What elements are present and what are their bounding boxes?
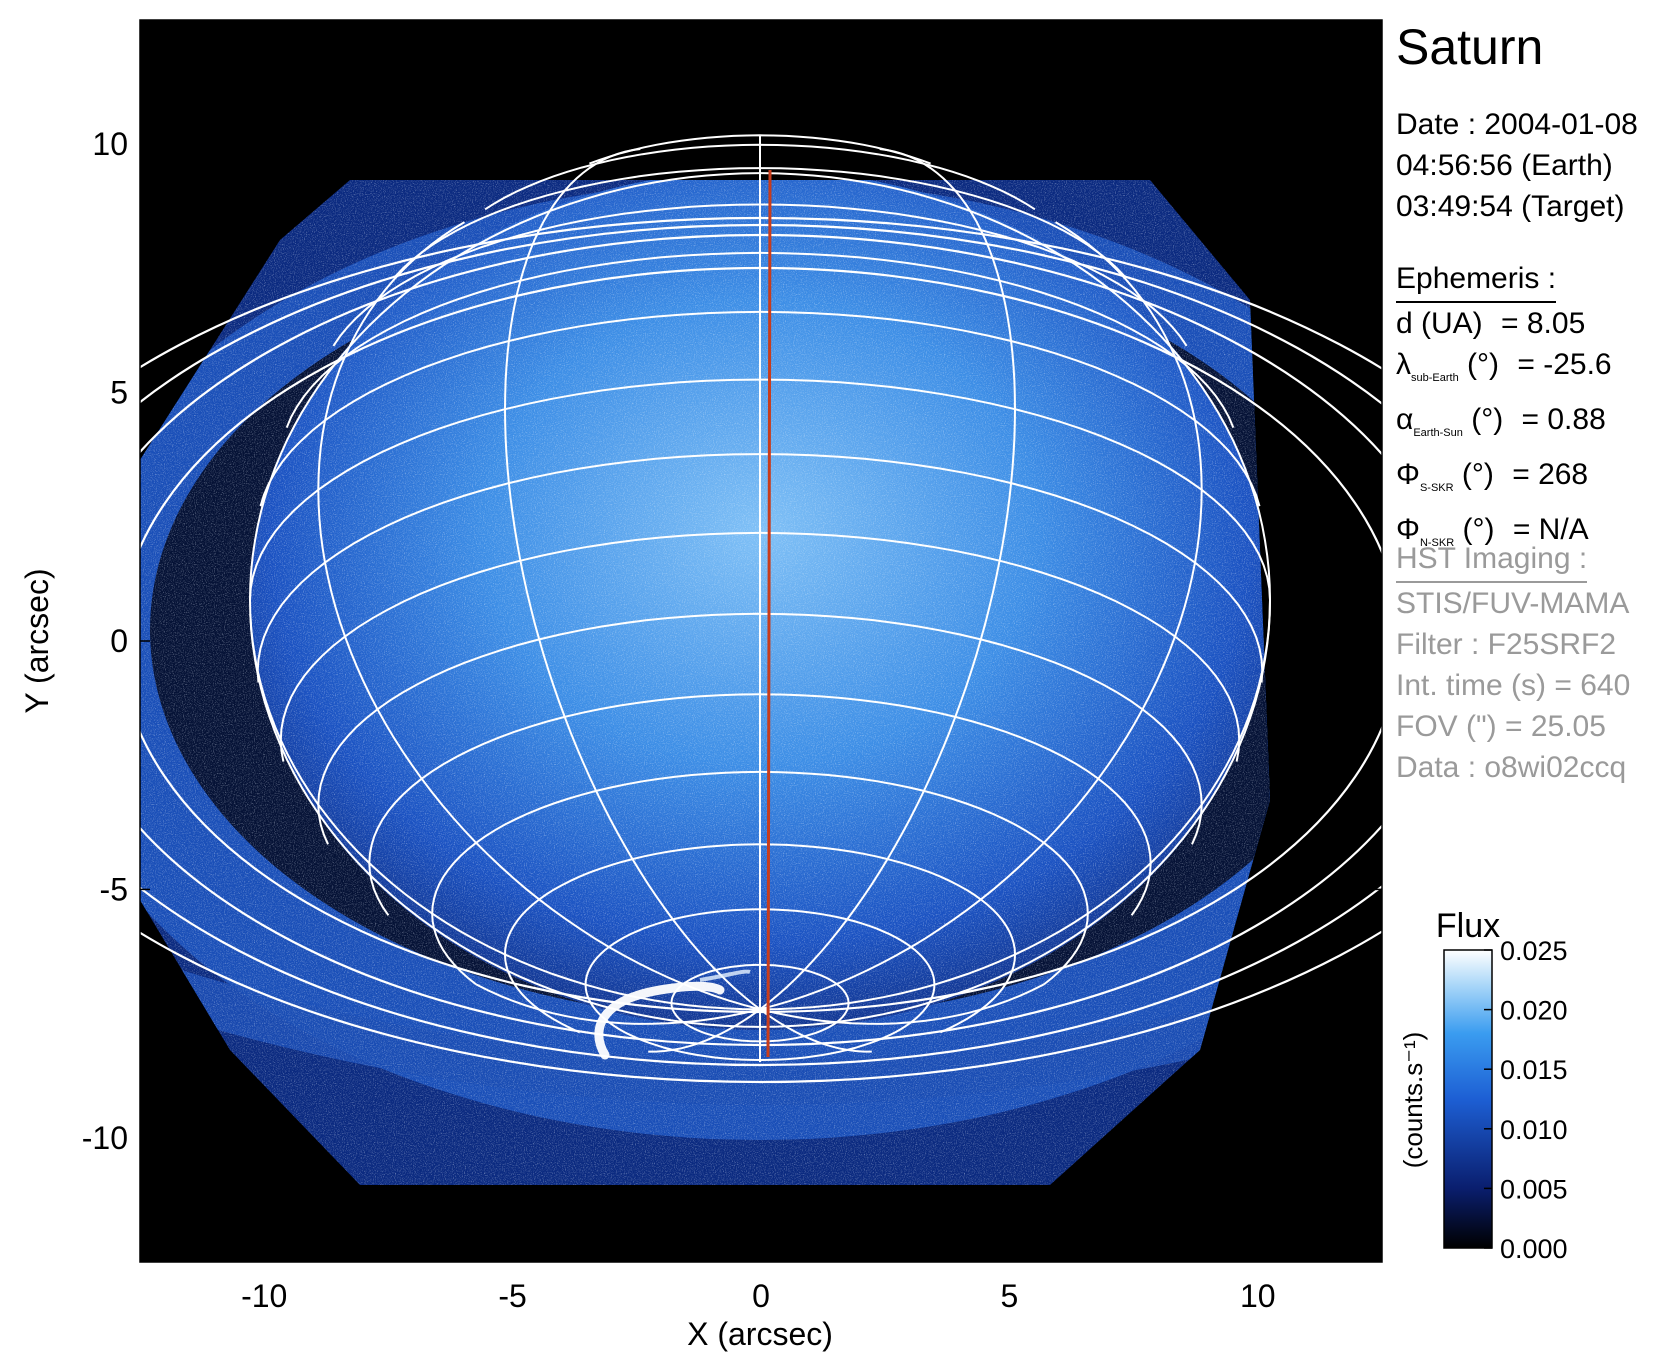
longitude-line (475, 983, 761, 1025)
planet-limb (248, 172, 1271, 1028)
aurora-arc (594, 981, 725, 1060)
ephemeris-symbol: λ (1396, 348, 1411, 381)
y-axis: -10 -5 0 5 10 (82, 126, 1382, 1156)
colorbar (1443, 949, 1493, 1249)
colorbar-ticks: 0.025 0.020 0.015 0.010 0.005 0.000 (1484, 936, 1568, 1264)
x-axis-label: X (arcsec) (687, 1316, 833, 1352)
date-line: Date : 2004-01-08 (1396, 108, 1638, 141)
y-tick-label: 10 (92, 126, 128, 162)
ephemeris-subscript: S-SKR (1419, 482, 1454, 494)
ephemeris-value: = -25.6 (1509, 348, 1612, 381)
hst-rows: STIS/FUV-MAMA Filter : F25SRF2 Int. time (… (1396, 583, 1630, 788)
hst-row: Data : o8wi02ccq (1396, 751, 1627, 784)
observation-info: Date : 2004-01-08 04:56:56 (Earth) 03:49… (1396, 104, 1638, 227)
longitude-line (759, 1008, 872, 1053)
ephemeris-value: = 0.88 (1513, 403, 1606, 436)
ephemeris-subscript: N-SKR (1419, 537, 1455, 549)
ephemeris-unit: (°) (1453, 458, 1494, 491)
hst-row: Int. time (s) = 640 (1396, 669, 1631, 702)
longitude-line (759, 148, 1017, 1011)
ephemeris-row: d (UA) = 8.05 (1396, 303, 1612, 344)
lat-lon-grid (248, 134, 1271, 1063)
longitude-line (648, 1008, 761, 1053)
target-time: 03:49:54 (Target) (1396, 190, 1625, 223)
x-tick-label: 10 (1240, 1278, 1276, 1314)
colorbar-tick-label: 0.025 (1500, 936, 1568, 966)
longitude-line (759, 221, 1203, 1011)
y-tick-label: 0 (110, 623, 128, 659)
colorbar-tick-label: 0.000 (1500, 1234, 1568, 1264)
colorbar-tick-label: 0.010 (1500, 1115, 1568, 1145)
ephemeris-unit: (°) (1458, 348, 1500, 381)
y-tick-label: 5 (110, 375, 128, 411)
hst-header: HST Imaging : (1396, 538, 1588, 583)
x-tick-label: -10 (241, 1278, 287, 1314)
ephemeris-symbol: Φ (1396, 513, 1420, 546)
x-tick-label: 5 (1001, 1278, 1019, 1314)
ephemeris-subscript: sub-Earth (1411, 372, 1459, 384)
ephemeris-symbol: d (UA) (1396, 307, 1483, 340)
hst-row: FOV (") = 25.05 (1396, 710, 1606, 743)
ephemeris-header: Ephemeris : (1396, 258, 1557, 303)
colorbar-unit-label: (counts.s⁻¹) (1398, 1032, 1428, 1169)
x-tick-label: 0 (752, 1278, 770, 1314)
aurora-trace (699, 969, 751, 982)
longitude-line (503, 148, 761, 1011)
y-axis-label: Y (arcsec) (19, 568, 55, 713)
ephemeris-rows: d (UA) = 8.05 λsub-Earth (°) = -25.6 αEart… (1396, 303, 1612, 564)
ephemeris-subscript: Earth-Sun (1413, 427, 1463, 439)
earth-time: 04:56:56 (Earth) (1396, 149, 1613, 182)
ephemeris-value: = 268 (1503, 458, 1589, 491)
hst-row: Filter : F25SRF2 (1396, 628, 1617, 661)
figure-title: Saturn (1396, 19, 1544, 75)
ephemeris-value: = N/A (1504, 513, 1589, 546)
colorbar-tick-label: 0.015 (1500, 1055, 1568, 1085)
central-meridian (766, 169, 772, 1058)
x-tick-label: -5 (498, 1278, 526, 1314)
ephemeris-symbol: Φ (1396, 458, 1420, 491)
ephemeris-symbol: α (1396, 403, 1414, 436)
colorbar-title: Flux (1436, 907, 1500, 945)
ephemeris-unit: (°) (1462, 403, 1504, 436)
ephemeris-row: ΦN-SKR (°) = N/A (1396, 509, 1612, 564)
y-tick-label: -5 (100, 871, 128, 907)
ephemeris-block: Ephemeris : d (UA) = 8.05 λsub-Earth (°) … (1396, 258, 1612, 564)
y-tick-label: -10 (82, 1120, 128, 1156)
longitude-line (759, 599, 1271, 1011)
ephemeris-unit: (°) (1454, 513, 1495, 546)
longitude-line (759, 983, 1045, 1025)
ephemeris-row: αEarth-Sun (°) = 0.88 (1396, 399, 1612, 454)
hst-row: STIS/FUV-MAMA (1396, 587, 1630, 620)
longitude-line (317, 221, 761, 1011)
hst-block: HST Imaging : STIS/FUV-MAMA Filter : F25S… (1396, 538, 1630, 788)
colorbar-tick-label: 0.005 (1500, 1174, 1568, 1204)
ephemeris-row: λsub-Earth (°) = -25.6 (1396, 344, 1612, 399)
ephemeris-row: ΦS-SKR (°) = 268 (1396, 454, 1612, 509)
colorbar-tick-label: 0.020 (1500, 996, 1568, 1026)
x-axis: -10 -5 0 5 10 (241, 20, 1276, 1314)
ephemeris-value: = 8.05 (1492, 307, 1586, 340)
